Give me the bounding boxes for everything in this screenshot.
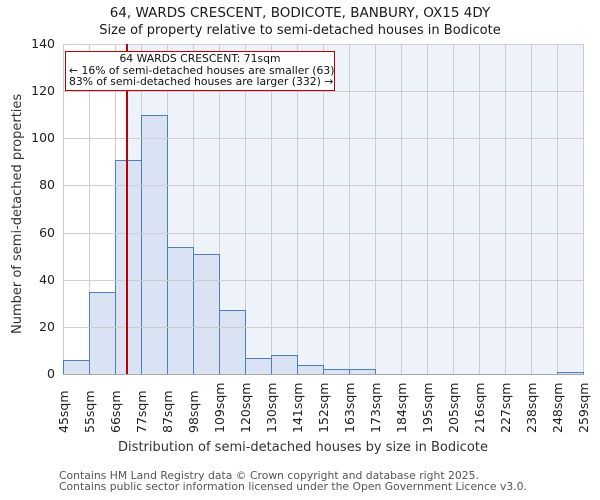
y-tick-label: 120 xyxy=(31,83,55,99)
vertical-gridline xyxy=(63,44,64,374)
y-tick-label: 40 xyxy=(39,271,55,287)
y-tick-label: 100 xyxy=(31,130,55,146)
x-tick-label: 248sqm xyxy=(550,382,565,433)
histogram-bar xyxy=(115,159,142,374)
vertical-gridline xyxy=(583,44,584,374)
x-axis-label: Distribution of semi-detached houses by … xyxy=(118,440,488,455)
y-tick-label: 60 xyxy=(39,224,55,240)
x-tick-label: 152sqm xyxy=(316,382,331,433)
histogram-bar xyxy=(167,246,194,374)
histogram-bar xyxy=(141,114,168,374)
histogram-bar xyxy=(297,364,324,374)
vertical-gridline xyxy=(167,44,168,374)
property-size-marker-line xyxy=(125,44,128,374)
x-tick-label: 120sqm xyxy=(238,382,253,433)
histogram-bar xyxy=(63,359,90,374)
vertical-gridline xyxy=(245,44,246,374)
horizontal-gridline xyxy=(63,279,583,281)
vertical-gridline xyxy=(401,44,402,374)
annotation-larger-text: 83% of semi-detached houses are larger (… xyxy=(69,75,334,89)
annotation-title: 64 WARDS CRESCENT: 71sqm xyxy=(119,52,281,65)
vertical-gridline xyxy=(89,44,90,374)
x-tick-label: 66sqm xyxy=(108,390,123,433)
y-tick-label: 0 xyxy=(47,366,55,381)
histogram-bar xyxy=(245,357,272,374)
x-tick-label: 259sqm xyxy=(576,382,591,433)
horizontal-gridline xyxy=(63,44,583,45)
x-tick-label: 173sqm xyxy=(368,382,383,433)
x-tick-label: 163sqm xyxy=(342,382,357,433)
x-tick-label: 109sqm xyxy=(212,382,227,433)
y-axis-label: Number of semi-detached properties xyxy=(10,93,25,334)
x-tick-label: 98sqm xyxy=(186,390,201,433)
vertical-gridline xyxy=(557,44,558,374)
plot-area xyxy=(63,44,584,374)
histogram-bar xyxy=(89,291,116,374)
vertical-gridline xyxy=(505,44,506,374)
x-tick-label: 195sqm xyxy=(420,382,435,433)
vertical-gridline xyxy=(349,44,350,374)
x-tick-label: 55sqm xyxy=(82,390,97,433)
x-tick-label: 87sqm xyxy=(160,390,175,433)
x-tick-label: 184sqm xyxy=(394,382,409,433)
x-axis-spine xyxy=(63,374,584,375)
histogram-bar xyxy=(219,310,246,374)
y-tick-label: 80 xyxy=(39,177,55,193)
x-tick-label: 205sqm xyxy=(446,382,461,433)
vertical-gridline xyxy=(479,44,480,374)
vertical-gridline xyxy=(375,44,376,374)
y-tick-label: 20 xyxy=(39,318,55,334)
histogram-bar xyxy=(557,371,584,374)
vertical-gridline xyxy=(427,44,428,374)
vertical-gridline xyxy=(297,44,298,374)
horizontal-gridline xyxy=(63,91,583,93)
vertical-gridline xyxy=(193,44,194,374)
vertical-gridline xyxy=(453,44,454,374)
x-tick-label: 238sqm xyxy=(524,382,539,433)
x-tick-label: 77sqm xyxy=(134,390,149,433)
vertical-gridline xyxy=(323,44,324,374)
horizontal-gridline xyxy=(63,185,583,187)
chart-subtitle: Size of property relative to semi-detach… xyxy=(99,23,501,38)
vertical-gridline xyxy=(219,44,220,374)
footer-line-2: Contains public sector information licen… xyxy=(59,480,527,493)
x-tick-label: 141sqm xyxy=(290,382,305,433)
y-tick-label: 140 xyxy=(31,36,55,51)
horizontal-gridline xyxy=(63,138,583,140)
x-tick-label: 216sqm xyxy=(472,382,487,433)
annotation-smaller-text: ← 16% of semi-detached houses are smalle… xyxy=(69,63,335,77)
vertical-gridline xyxy=(271,44,272,374)
horizontal-gridline xyxy=(63,232,583,234)
annotation-box: 64 WARDS CRESCENT: 71sqm ← 16% of semi-d… xyxy=(65,51,335,91)
chart-title: 64, WARDS CRESCENT, BODICOTE, BANBURY, O… xyxy=(109,5,491,21)
histogram-bar xyxy=(193,253,220,374)
histogram-bar xyxy=(349,369,376,374)
histogram-bar xyxy=(271,355,298,374)
x-tick-label: 227sqm xyxy=(498,382,513,433)
footer-line-1: Contains HM Land Registry data © Crown c… xyxy=(59,469,479,482)
x-tick-label: 45sqm xyxy=(56,390,71,433)
vertical-gridline xyxy=(531,44,532,374)
horizontal-gridline xyxy=(63,326,583,328)
x-tick-label: 130sqm xyxy=(264,382,279,433)
